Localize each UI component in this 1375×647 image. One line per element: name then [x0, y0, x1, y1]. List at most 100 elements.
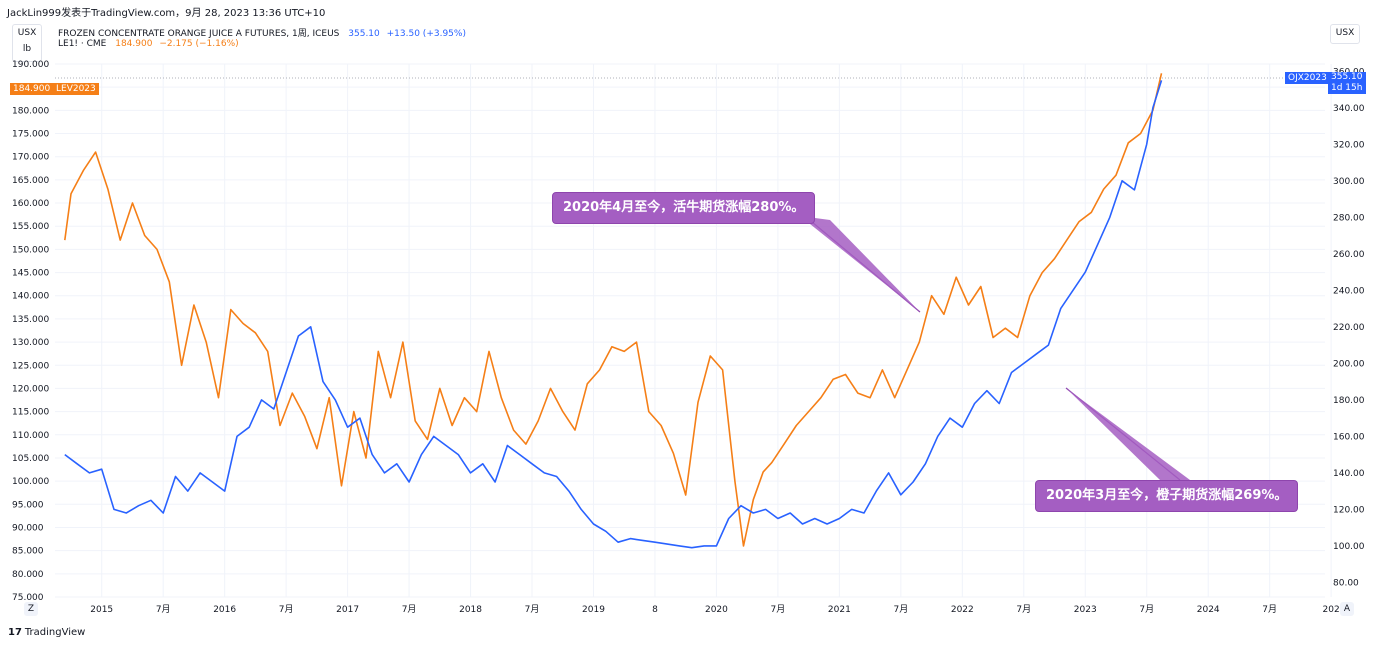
left-tick-label: 100.000: [12, 477, 49, 487]
right-tick-label: 200.00: [1333, 359, 1365, 369]
left-tick-label: 135.000: [12, 315, 49, 325]
right-tick-label: 140.00: [1333, 469, 1365, 479]
time-tick-label: 2019: [582, 605, 605, 615]
tradingview-logo[interactable]: 17 TradingView: [8, 627, 85, 638]
le-price-tag-value: 184.900: [13, 84, 51, 94]
time-tick-label: 7月: [279, 604, 294, 615]
time-tick-label: 7月: [893, 604, 908, 615]
legend-oj-value: 355.10: [348, 29, 380, 39]
annotation-callout-orange: [1066, 388, 1190, 480]
left-tick-label: 95.000: [12, 500, 44, 510]
left-tick-label: 125.000: [12, 361, 49, 371]
legend-le[interactable]: LE1! · CME 184.900 −2.175 (−1.16%): [58, 39, 239, 49]
legend-le-title: LE1! · CME: [58, 39, 107, 49]
zoom-reset-button[interactable]: Z: [24, 602, 38, 616]
time-tick-label: 7月: [525, 604, 540, 615]
time-tick-label: 2017: [336, 605, 359, 615]
left-tick-label: 80.000: [12, 570, 44, 580]
time-tick-label: 7月: [771, 604, 786, 615]
right-tick-label: 280.00: [1333, 213, 1365, 223]
left-tick-label: 165.000: [12, 176, 49, 186]
right-tick-label: 160.00: [1333, 432, 1365, 442]
annotation-cattle: 2020年4月至今，活牛期货涨幅280%。: [552, 192, 816, 224]
left-tick-label: 110.000: [12, 431, 49, 441]
left-axis: 190.000185.000180.000175.000170.000165.0…: [12, 60, 49, 603]
legend-le-value: 184.900: [115, 39, 153, 49]
legend-oj-title: FROZEN CONCENTRATE ORANGE JUICE A FUTURE…: [58, 29, 340, 39]
right-axis: 360.00340.00320.00300.00280.00260.00240.…: [1333, 67, 1365, 588]
time-tick-label: 2016: [213, 605, 236, 615]
left-tick-label: 90.000: [12, 523, 44, 533]
left-tick-label: 105.000: [12, 454, 49, 464]
annotation-cattle-text: 2020年4月至今，活牛期货涨幅280%。: [563, 200, 805, 215]
right-tick-label: 340.00: [1333, 104, 1365, 114]
left-unit-button[interactable]: USX lb: [12, 24, 42, 62]
right-tick-label: 260.00: [1333, 250, 1365, 260]
time-tick-label: 2018: [459, 605, 482, 615]
le-symbol-tag: LEV2023: [53, 83, 99, 95]
left-tick-label: 175.000: [12, 130, 49, 140]
left-tick-label: 130.000: [12, 338, 49, 348]
series-line-le[interactable]: [64, 73, 1163, 547]
right-tick-label: 180.00: [1333, 396, 1365, 406]
time-tick-label: 2023: [1074, 605, 1097, 615]
time-tick-label: 202: [1323, 605, 1340, 615]
le-price-tag: 184.900: [10, 83, 54, 95]
left-tick-label: 170.000: [12, 153, 49, 163]
time-tick-label: 7月: [1262, 604, 1277, 615]
left-subunit-label: lb: [22, 44, 32, 54]
right-tick-label: 100.00: [1333, 542, 1365, 552]
tradingview-logo-icon: 17: [8, 627, 22, 638]
left-tick-label: 155.000: [12, 222, 49, 232]
auto-scale-button[interactable]: A: [1340, 602, 1354, 616]
annotation-orange-text: 2020年3月至今，橙子期货涨幅269%。: [1046, 488, 1288, 503]
chart-grid: [55, 63, 1332, 598]
left-tick-label: 140.000: [12, 292, 49, 302]
time-tick-label: 7月: [156, 604, 171, 615]
left-tick-label: 115.000: [12, 408, 49, 418]
annotation-callout-cattle: [800, 216, 920, 312]
left-tick-label: 150.000: [12, 245, 49, 255]
time-tick-label: 2024: [1197, 605, 1220, 615]
legend-oj[interactable]: FROZEN CONCENTRATE ORANGE JUICE A FUTURE…: [58, 26, 466, 39]
oj-symbol-tag: OJX2023: [1285, 72, 1330, 84]
series-line-oj[interactable]: [64, 80, 1163, 549]
right-tick-label: 300.00: [1333, 177, 1365, 187]
zoom-reset-label: Z: [27, 604, 35, 614]
left-tick-label: 120.000: [12, 384, 49, 394]
time-tick-label: 7月: [1139, 604, 1154, 615]
annotation-orange: 2020年3月至今，橙子期货涨幅269%。: [1035, 480, 1299, 512]
oj-symbol-tag-text: OJX2023: [1288, 73, 1327, 83]
auto-scale-label: A: [1343, 604, 1351, 614]
oj-countdown: 1d 15h: [1331, 83, 1363, 93]
left-tick-label: 75.000: [12, 593, 44, 603]
left-unit-label: USX: [17, 28, 37, 38]
legend-oj-change: +13.50 (+3.95%): [386, 29, 466, 39]
time-axis: 2015 7月 2016 7月 2017 7月 2018 7月 2019 8 2020 7月 2021 7…: [90, 604, 1339, 615]
right-tick-label: 80.00: [1333, 578, 1359, 588]
time-tick-label: 7月: [402, 604, 417, 615]
time-tick-label: 2021: [828, 605, 851, 615]
oj-price-tag: 355.10 1d 15h: [1328, 72, 1366, 94]
left-tick-label: 180.000: [12, 106, 49, 116]
right-tick-label: 120.00: [1333, 505, 1365, 515]
right-tick-label: 220.00: [1333, 323, 1365, 333]
oj-price-tag-value: 355.10: [1331, 72, 1363, 82]
time-tick-label: 2015: [90, 605, 113, 615]
time-tick-label: 8: [652, 605, 658, 615]
chart-caption: JackLin999发表于TradingView.com，9月 28, 2023…: [7, 8, 326, 19]
time-tick-label: 2022: [951, 605, 974, 615]
left-tick-label: 190.000: [12, 60, 49, 70]
right-unit-button[interactable]: USX: [1330, 24, 1360, 44]
left-tick-label: 145.000: [12, 269, 49, 279]
left-tick-label: 85.000: [12, 547, 44, 557]
time-tick-label: 7月: [1016, 604, 1031, 615]
right-tick-label: 240.00: [1333, 286, 1365, 296]
legend-le-change: −2.175 (−1.16%): [159, 39, 239, 49]
tradingview-logo-text: TradingView: [24, 627, 86, 638]
right-unit-label: USX: [1335, 28, 1355, 38]
le-symbol-tag-text: LEV2023: [56, 84, 96, 94]
right-tick-label: 320.00: [1333, 140, 1365, 150]
time-tick-label: 2020: [705, 605, 728, 615]
